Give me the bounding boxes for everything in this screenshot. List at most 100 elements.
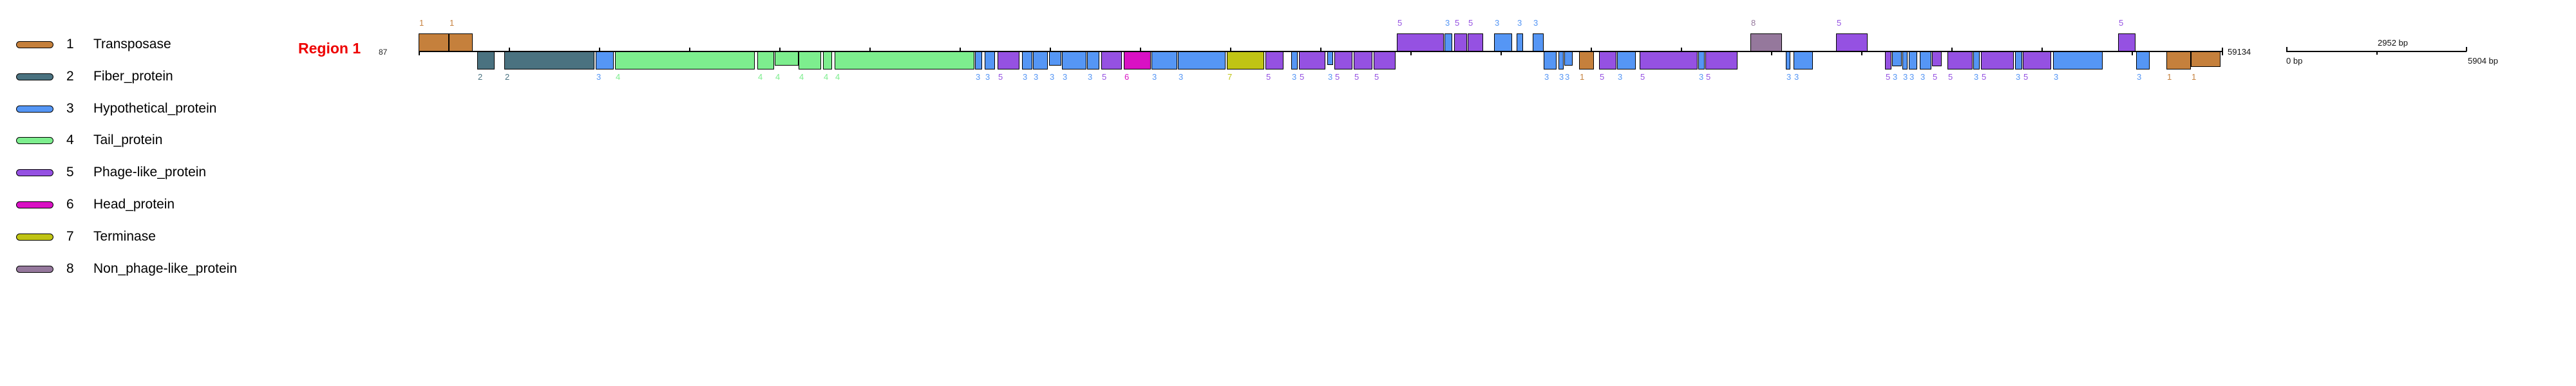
gene-number-label: 5 (1886, 72, 1891, 82)
gene-block-cat6[interactable] (1124, 51, 1151, 69)
gene-block-cat5[interactable] (1374, 51, 1396, 69)
gene-block-cat3[interactable] (1062, 51, 1086, 69)
gene-number-label: 3 (1517, 18, 1522, 28)
gene-block-cat3[interactable] (1533, 33, 1544, 51)
gene-number-label: 3 (1034, 72, 1039, 82)
gene-block-cat5[interactable] (1265, 51, 1283, 69)
gene-block-cat3[interactable] (1178, 51, 1226, 69)
gene-block-cat3[interactable] (1892, 51, 1902, 66)
baseline-tick (1501, 48, 1502, 55)
legend-number: 8 (66, 261, 74, 276)
legend-number: 3 (66, 100, 74, 116)
gene-block-cat4[interactable] (615, 51, 755, 69)
gene-number-label: 3 (976, 72, 981, 82)
gene-block-cat3[interactable] (1327, 51, 1333, 65)
gene-block-cat3[interactable] (1517, 33, 1523, 51)
gene-block-cat4[interactable] (775, 51, 799, 66)
gene-block-cat1[interactable] (449, 33, 473, 51)
gene-block-cat5[interactable] (1885, 51, 1891, 69)
gene-block-cat5[interactable] (1468, 33, 1483, 51)
gene-block-cat3[interactable] (1033, 51, 1048, 69)
gene-number-label: 5 (1397, 18, 1403, 28)
baseline-tick (1861, 48, 1862, 55)
gene-block-cat5[interactable] (2118, 33, 2136, 51)
gene-block-cat5[interactable] (1299, 51, 1325, 69)
gene-block-cat3[interactable] (2136, 51, 2150, 69)
gene-block-cat3[interactable] (1698, 51, 1705, 69)
gene-number-label: 3 (1050, 72, 1055, 82)
gene-block-cat5[interactable] (1932, 51, 1942, 66)
gene-block-cat8[interactable] (1750, 33, 1782, 51)
gene-block-cat3[interactable] (1794, 51, 1813, 69)
gene-block-cat4[interactable] (823, 51, 832, 69)
gene-block-cat5[interactable] (998, 51, 1019, 69)
gene-block-cat5[interactable] (1454, 33, 1467, 51)
gene-block-cat3[interactable] (1022, 51, 1032, 69)
gene-block-cat5[interactable] (1354, 51, 1372, 69)
gene-block-cat3[interactable] (596, 51, 614, 69)
gene-number-label: 5 (1933, 72, 1938, 82)
gene-block-cat3[interactable] (1151, 51, 1177, 69)
gene-block-cat3[interactable] (1617, 51, 1636, 69)
gene-number-label: 5 (1102, 72, 1107, 82)
gene-number-label: 1 (2167, 72, 2172, 82)
legend-label: Fiber_protein (93, 68, 173, 84)
gene-block-cat5[interactable] (1397, 33, 1444, 51)
gene-block-cat3[interactable] (1786, 51, 1790, 69)
gene-block-cat5[interactable] (1334, 51, 1352, 69)
gene-number-label: 3 (1559, 72, 1564, 82)
legend-number: 5 (66, 165, 74, 180)
gene-block-cat3[interactable] (985, 51, 995, 69)
gene-block-cat3[interactable] (1973, 51, 1980, 69)
gene-block-cat5[interactable] (1101, 51, 1122, 69)
gene-block-cat2[interactable] (477, 51, 495, 69)
scale-bar-mid-tick (2376, 51, 2378, 55)
scale-bar-right-tick (2466, 47, 2467, 51)
gene-number-label: 5 (1468, 18, 1473, 28)
gene-block-cat5[interactable] (1640, 51, 1698, 69)
gene-block-cat2[interactable] (504, 51, 594, 69)
gene-number-label: 5 (1640, 72, 1645, 82)
gene-block-cat3[interactable] (1087, 51, 1099, 69)
gene-block-cat4[interactable] (757, 51, 774, 69)
gene-block-cat3[interactable] (1544, 51, 1557, 69)
gene-block-cat3[interactable] (1558, 51, 1564, 69)
gene-number-label: 5 (1300, 72, 1305, 82)
gene-number-label: 3 (1909, 72, 1915, 82)
gene-block-cat1[interactable] (2166, 51, 2191, 69)
gene-block-cat5[interactable] (1947, 51, 1973, 69)
gene-block-cat3[interactable] (1494, 33, 1512, 51)
gene-number-label: 2 (478, 72, 483, 82)
gene-block-cat3[interactable] (1902, 51, 1908, 69)
gene-number-label: 3 (1445, 18, 1450, 28)
gene-block-cat3[interactable] (975, 51, 982, 69)
gene-number-label: 2 (505, 72, 510, 82)
gene-block-cat5[interactable] (1599, 51, 1616, 69)
gene-block-cat3[interactable] (2015, 51, 2022, 69)
baseline-tick (2132, 48, 2133, 55)
gene-block-cat5[interactable] (1981, 51, 2014, 69)
gene-number-label: 3 (1179, 72, 1184, 82)
gene-block-cat3[interactable] (2053, 51, 2103, 69)
gene-block-cat1[interactable] (1579, 51, 1594, 69)
region-end-bp: 59134 (2228, 47, 2251, 57)
gene-block-cat5[interactable] (1705, 51, 1738, 69)
scale-bar-right-label: 5904 bp (2468, 56, 2498, 66)
gene-number-label: 4 (758, 72, 763, 82)
region-start-bp: 87 (379, 48, 388, 57)
gene-block-cat3[interactable] (1564, 51, 1573, 66)
gene-block-cat3[interactable] (1909, 51, 1917, 69)
legend-label: Transposase (93, 37, 171, 51)
gene-block-cat3[interactable] (1920, 51, 1931, 69)
gene-block-cat3[interactable] (1049, 51, 1061, 66)
gene-block-cat3[interactable] (1444, 33, 1452, 51)
gene-number-label: 1 (2192, 72, 2197, 82)
gene-block-cat5[interactable] (1836, 33, 1868, 51)
gene-block-cat5[interactable] (2023, 51, 2051, 69)
gene-block-cat1[interactable] (419, 33, 449, 51)
gene-block-cat4[interactable] (799, 51, 821, 69)
gene-block-cat7[interactable] (1227, 51, 1264, 69)
gene-block-cat3[interactable] (1291, 51, 1298, 69)
gene-block-cat4[interactable] (835, 51, 974, 69)
gene-block-cat1[interactable] (2191, 51, 2221, 67)
